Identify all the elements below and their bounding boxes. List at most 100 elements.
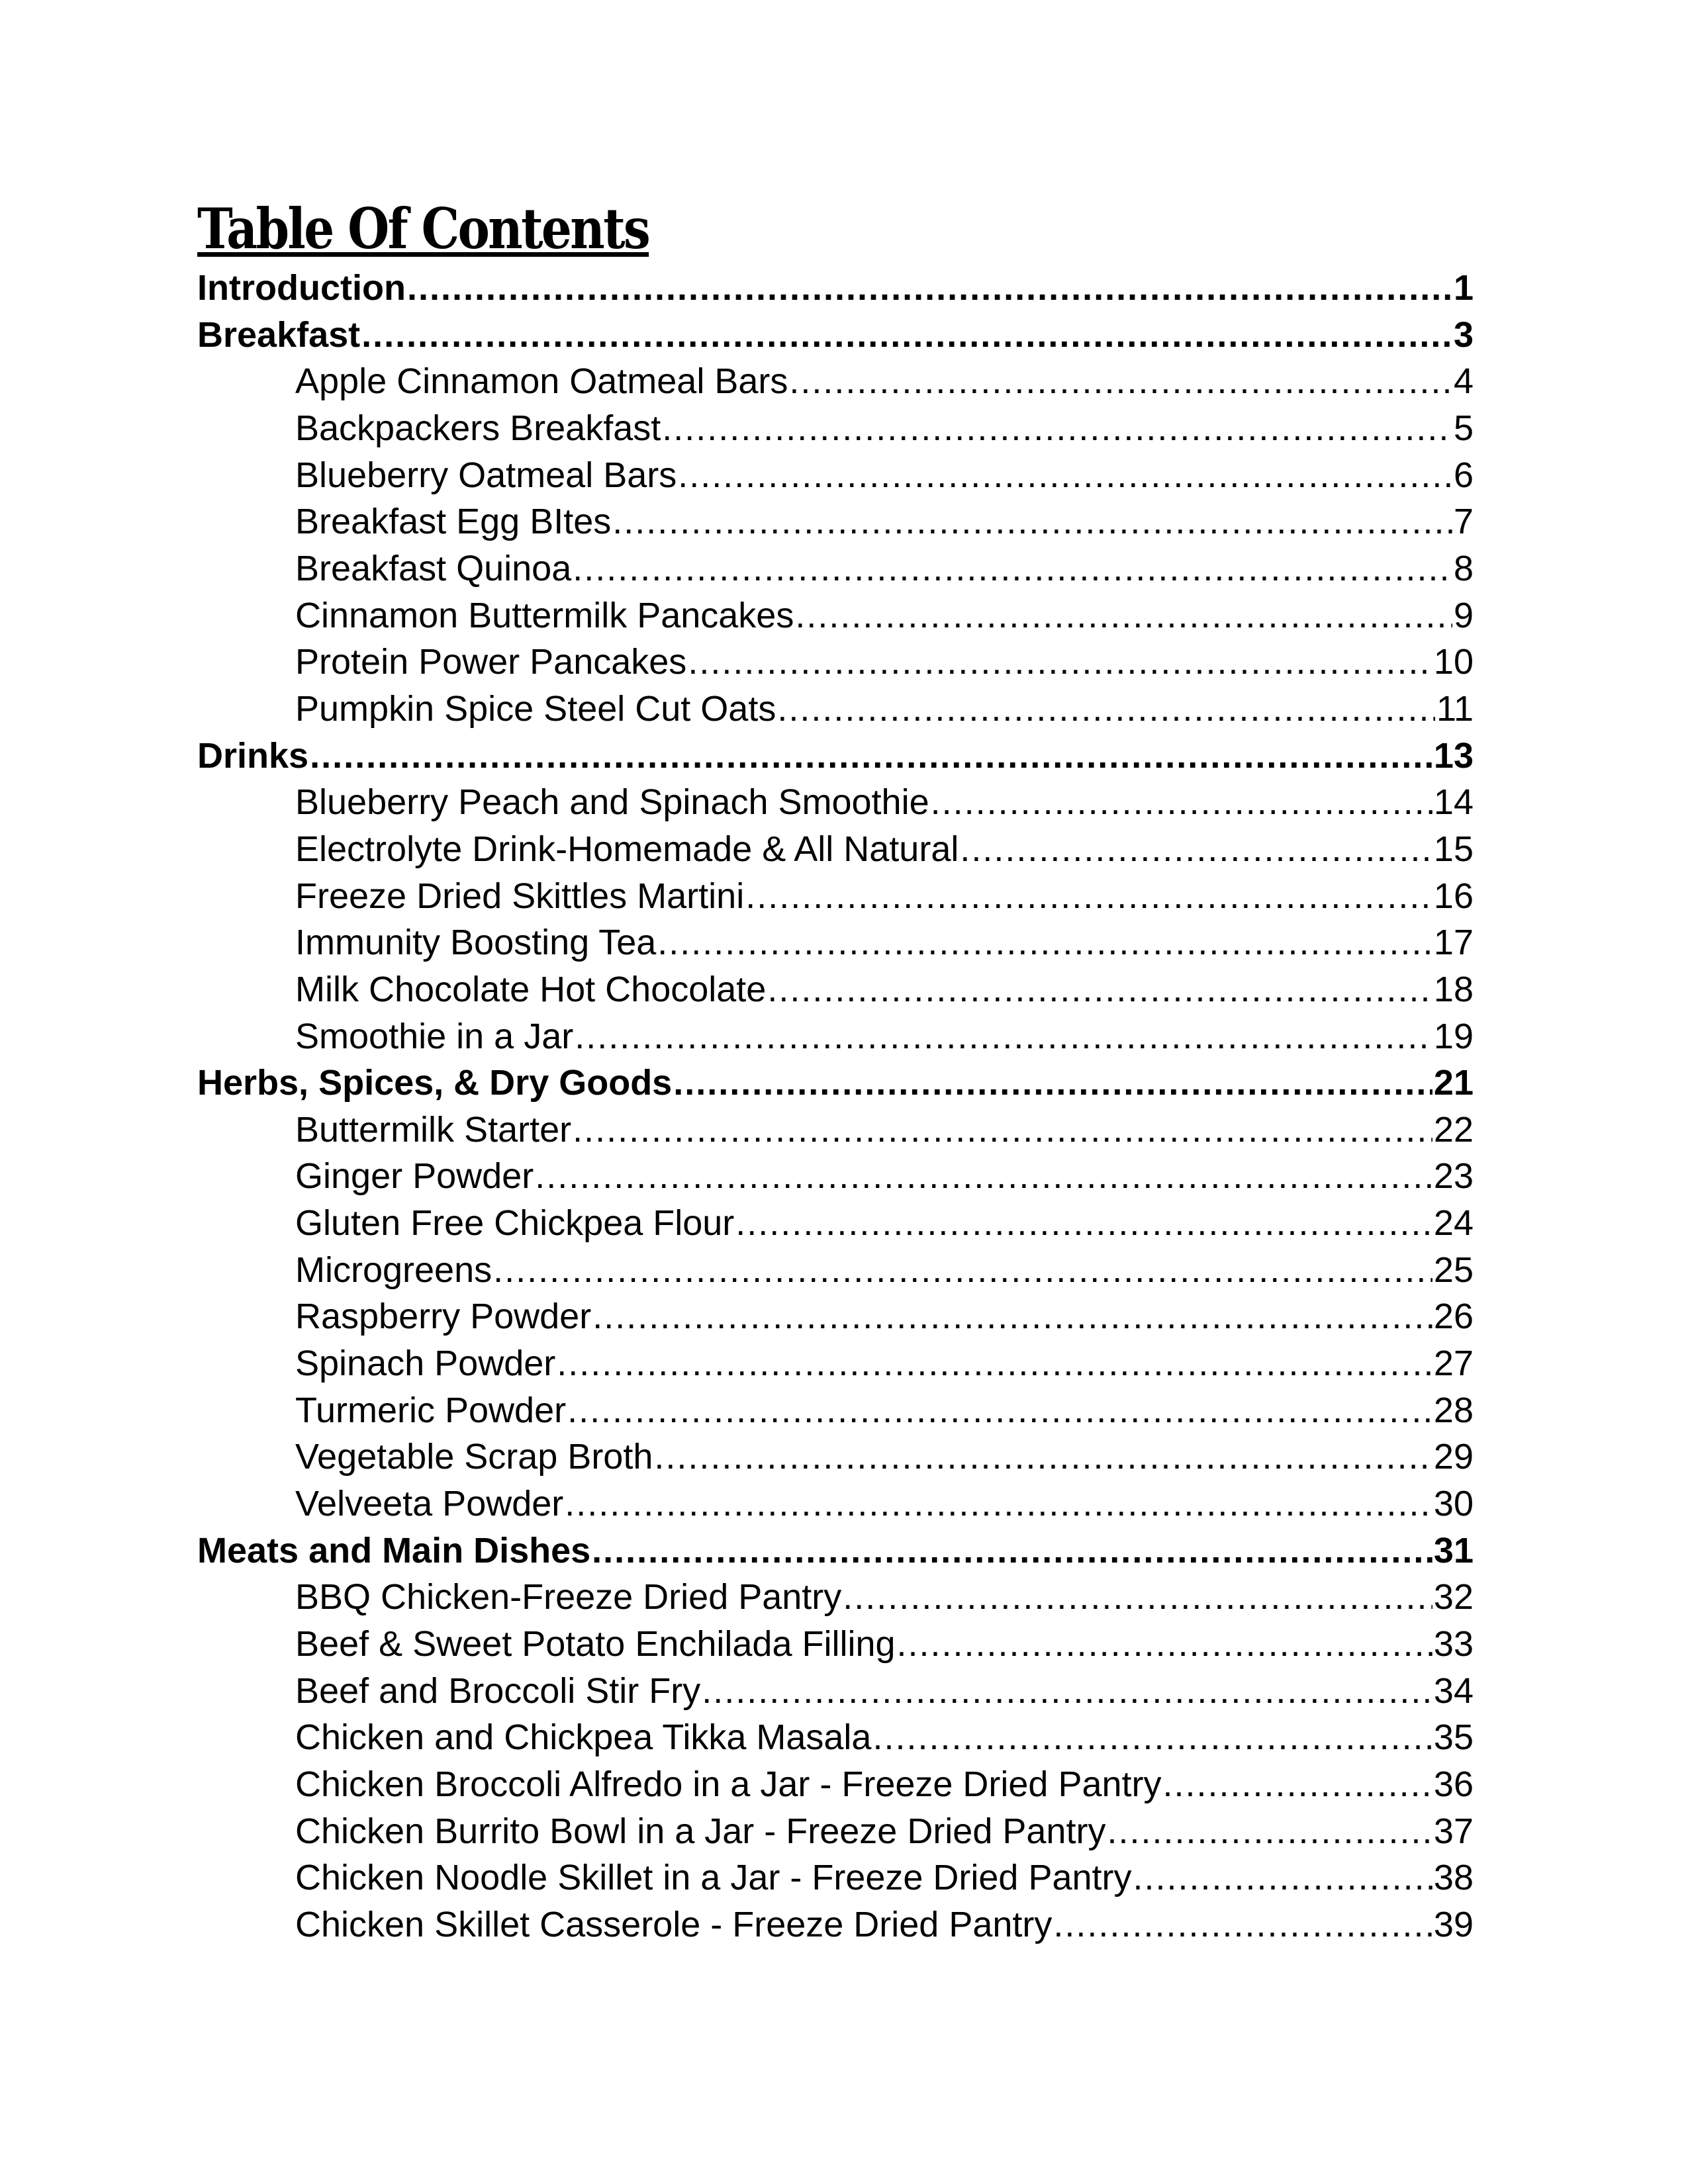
dot-leader xyxy=(745,873,1432,920)
toc-entry[interactable]: Cinnamon Buttermilk Pancakes 9 xyxy=(197,592,1474,639)
dot-leader xyxy=(702,1668,1432,1715)
toc-entry[interactable]: Breakfast Quinoa 8 xyxy=(197,545,1474,592)
toc-section-entry[interactable]: Herbs, Spices, & Dry Goods 21 xyxy=(197,1060,1474,1107)
toc-entry[interactable]: Freeze Dried Skittles Martini 16 xyxy=(197,873,1474,920)
toc-section-entry[interactable]: Breakfast 3 xyxy=(197,312,1474,359)
page-number: 19 xyxy=(1433,1016,1474,1056)
dot-leader xyxy=(573,545,1452,592)
dot-leader xyxy=(557,1340,1432,1387)
toc-entry[interactable]: Blueberry Oatmeal Bars 6 xyxy=(197,452,1474,499)
entry-label: Turmeric Powder xyxy=(295,1390,567,1430)
page-number: 11 xyxy=(1436,688,1474,729)
page-number: 33 xyxy=(1433,1624,1474,1664)
entry-label: Velveeta Powder xyxy=(295,1484,564,1524)
dot-leader xyxy=(573,1107,1432,1154)
dot-leader xyxy=(777,686,1435,733)
toc-entry[interactable]: Immunity Boosting Tea 17 xyxy=(197,919,1474,966)
page-number: 39 xyxy=(1433,1904,1474,1944)
toc-entry[interactable]: Gluten Free Chickpea Flour 24 xyxy=(197,1200,1474,1247)
entry-label: Cinnamon Buttermilk Pancakes xyxy=(295,595,794,635)
entry-label: BBQ Chicken-Freeze Dried Pantry xyxy=(295,1577,842,1617)
dot-leader xyxy=(795,592,1452,639)
entry-label: Raspberry Powder xyxy=(295,1297,592,1337)
dot-leader xyxy=(361,312,1452,359)
page-number: 15 xyxy=(1433,829,1474,869)
page-number: 38 xyxy=(1433,1858,1474,1898)
toc-entry[interactable]: Smoothie in a Jar 19 xyxy=(197,1013,1474,1060)
page-number: 1 xyxy=(1453,268,1474,308)
toc-entry[interactable]: Raspberry Powder 26 xyxy=(197,1293,1474,1340)
toc-entry[interactable]: Pumpkin Spice Steel Cut Oats 11 xyxy=(197,686,1474,733)
entry-label: Milk Chocolate Hot Chocolate xyxy=(295,969,767,1009)
dot-leader xyxy=(897,1621,1432,1668)
page-number: 23 xyxy=(1433,1156,1474,1197)
dot-leader xyxy=(678,452,1452,499)
page-number: 13 xyxy=(1433,735,1474,776)
entry-label: Immunity Boosting Tea xyxy=(295,923,657,963)
page-number: 8 xyxy=(1453,548,1474,588)
entry-label: Drinks xyxy=(197,735,309,776)
page-number: 27 xyxy=(1433,1343,1474,1384)
toc-section-entry[interactable]: Introduction 1 xyxy=(197,265,1474,312)
toc-entry[interactable]: Milk Chocolate Hot Chocolate 18 xyxy=(197,966,1474,1013)
toc-entry[interactable]: Spinach Powder 27 xyxy=(197,1340,1474,1387)
entry-label: Apple Cinnamon Oatmeal Bars xyxy=(295,361,788,402)
toc-entry[interactable]: BBQ Chicken-Freeze Dried Pantry 32 xyxy=(197,1574,1474,1621)
entry-label: Breakfast xyxy=(197,314,361,355)
toc-entry[interactable]: Chicken and Chickpea Tikka Masala 35 xyxy=(197,1714,1474,1761)
toc-entry[interactable]: Vegetable Scrap Broth 29 xyxy=(197,1433,1474,1480)
page-number: 14 xyxy=(1433,782,1474,823)
toc-entry[interactable]: Chicken Noodle Skillet in a Jar - Freeze… xyxy=(197,1854,1474,1901)
toc-entry[interactable]: Chicken Broccoli Alfredo in a Jar - Free… xyxy=(197,1761,1474,1808)
toc-entry[interactable]: Backpackers Breakfast 5 xyxy=(197,405,1474,452)
toc-entry[interactable]: Apple Cinnamon Oatmeal Bars 4 xyxy=(197,358,1474,405)
dot-leader xyxy=(767,966,1432,1013)
page-number: 26 xyxy=(1433,1297,1474,1337)
entry-label: Buttermilk Starter xyxy=(295,1109,572,1150)
page-number: 37 xyxy=(1433,1811,1474,1851)
toc-entry[interactable]: Chicken Skillet Casserole - Freeze Dried… xyxy=(197,1901,1474,1948)
entry-label: Chicken and Chickpea Tikka Masala xyxy=(295,1717,872,1758)
toc-entry[interactable]: Beef and Broccoli Stir Fry 34 xyxy=(197,1668,1474,1715)
toc-entry[interactable]: Blueberry Peach and Spinach Smoothie 14 xyxy=(197,779,1474,826)
toc-entry[interactable]: Ginger Powder 23 xyxy=(197,1153,1474,1200)
toc-entry[interactable]: Velveeta Powder 30 xyxy=(197,1480,1474,1527)
toc-entry[interactable]: Protein Power Pancakes 10 xyxy=(197,639,1474,686)
toc-section-entry[interactable]: Drinks 13 xyxy=(197,733,1474,780)
page-number: 30 xyxy=(1433,1484,1474,1524)
page-number: 28 xyxy=(1433,1390,1474,1430)
entry-label: Protein Power Pancakes xyxy=(295,642,687,682)
entry-label: Chicken Burrito Bowl in a Jar - Freeze D… xyxy=(295,1811,1106,1851)
toc-entry[interactable]: Electrolyte Drink-Homemade & All Natural… xyxy=(197,826,1474,873)
entry-label: Chicken Broccoli Alfredo in a Jar - Free… xyxy=(295,1764,1162,1804)
toc-entry[interactable]: Microgreens 25 xyxy=(197,1247,1474,1294)
page-number: 7 xyxy=(1453,502,1474,542)
entry-label: Freeze Dried Skittles Martini xyxy=(295,876,745,916)
dot-leader xyxy=(673,1060,1432,1107)
entry-label: Backpackers Breakfast xyxy=(295,408,661,448)
toc-entry[interactable]: Beef & Sweet Potato Enchilada Filling 33 xyxy=(197,1621,1474,1668)
toc-entry[interactable]: Breakfast Egg BItes 7 xyxy=(197,498,1474,545)
dot-leader xyxy=(735,1200,1432,1247)
toc-entry[interactable]: Chicken Burrito Bowl in a Jar - Freeze D… xyxy=(197,1808,1474,1855)
dot-leader xyxy=(493,1247,1432,1294)
page-number: 5 xyxy=(1453,408,1474,448)
toc-entry[interactable]: Turmeric Powder 28 xyxy=(197,1387,1474,1434)
dot-leader xyxy=(960,826,1432,873)
entry-label: Gluten Free Chickpea Flour xyxy=(295,1203,735,1244)
dot-leader xyxy=(575,1013,1432,1060)
toc-entry[interactable]: Buttermilk Starter 22 xyxy=(197,1107,1474,1154)
toc-section-entry[interactable]: Meats and Main Dishes 31 xyxy=(197,1527,1474,1574)
entry-label: Smoothie in a Jar xyxy=(295,1016,574,1056)
page-number: 4 xyxy=(1453,361,1474,402)
dot-leader xyxy=(535,1153,1432,1200)
dot-leader xyxy=(565,1480,1432,1527)
entry-label: Blueberry Oatmeal Bars xyxy=(295,455,677,495)
page-number: 32 xyxy=(1433,1577,1474,1617)
dot-leader xyxy=(931,779,1432,826)
dot-leader xyxy=(654,1433,1432,1480)
page-number: 24 xyxy=(1433,1203,1474,1244)
entry-label: Beef & Sweet Potato Enchilada Filling xyxy=(295,1624,896,1664)
page-number: 18 xyxy=(1433,969,1474,1009)
dot-leader xyxy=(843,1574,1432,1621)
